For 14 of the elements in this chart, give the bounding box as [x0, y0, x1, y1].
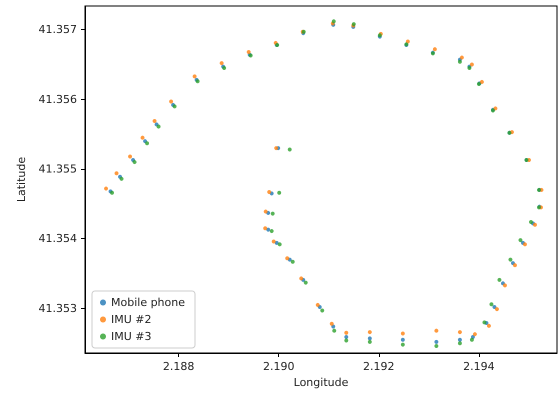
y-tick-label: 41.356 [38, 92, 77, 106]
y-axis-title: Latitude [15, 156, 28, 202]
x-tick-label: 2.192 [363, 360, 395, 373]
x-tick-label: 2.194 [463, 360, 495, 373]
legend-label: IMU #2 [111, 313, 152, 326]
x-axis-title: Longitude [294, 376, 349, 389]
y-tick-label: 41.355 [38, 162, 77, 176]
legend-label: IMU #3 [111, 330, 152, 343]
x-tick-label: 2.188 [162, 360, 194, 373]
x-tick-label: 2.190 [262, 360, 294, 373]
y-tick-label: 41.354 [38, 232, 77, 246]
y-tick-label: 41.357 [38, 23, 77, 36]
legend-label: Mobile phone [111, 296, 186, 309]
y-tick-label: 41.353 [38, 302, 77, 315]
